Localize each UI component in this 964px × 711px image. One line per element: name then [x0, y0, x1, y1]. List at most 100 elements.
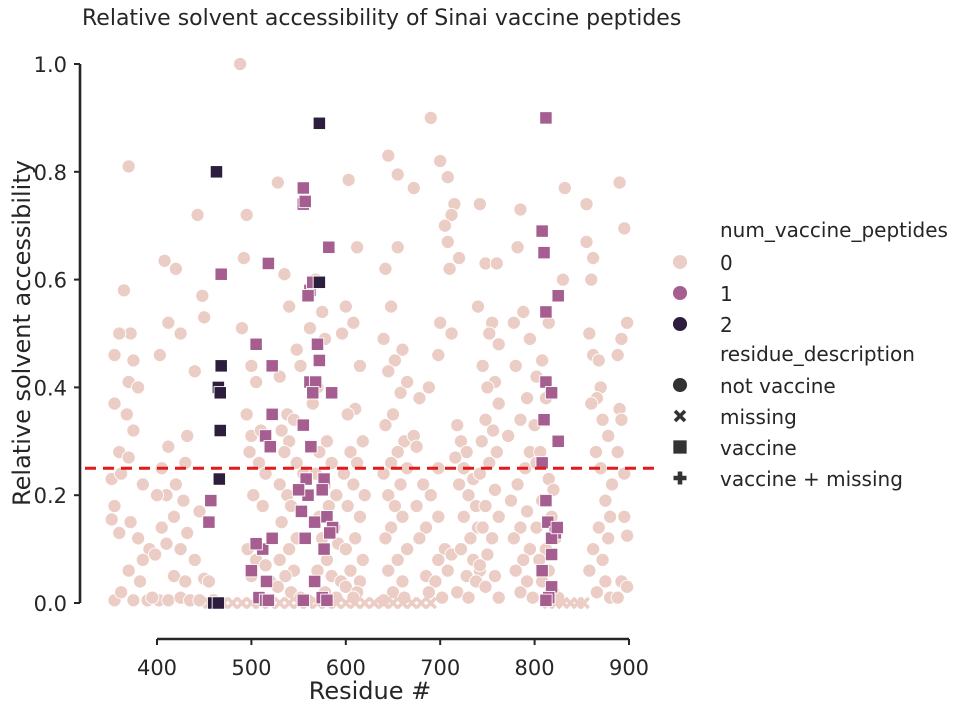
y-tick-label: 0.4 — [34, 376, 67, 400]
data-point — [435, 590, 450, 605]
data-point — [450, 585, 465, 600]
data-point — [346, 315, 361, 330]
data-point — [390, 445, 405, 460]
data-point — [409, 439, 424, 454]
data-point — [265, 531, 279, 545]
data-point — [296, 593, 310, 607]
legend-style-marker — [672, 377, 688, 393]
data-point — [482, 326, 497, 341]
data-point — [519, 504, 535, 519]
data-point — [197, 310, 212, 325]
data-point — [301, 289, 315, 303]
data-point — [586, 542, 601, 557]
data-point — [472, 197, 487, 212]
data-point — [409, 498, 424, 514]
data-point — [340, 498, 355, 514]
data-point — [620, 528, 635, 543]
data-point — [584, 396, 599, 411]
data-point — [601, 531, 616, 546]
data-point — [603, 509, 618, 524]
data-point — [320, 593, 334, 607]
y-tick-label: 0.2 — [34, 484, 67, 508]
data-point — [385, 585, 401, 600]
data-point — [485, 531, 500, 546]
data-point — [166, 509, 182, 524]
data-point — [304, 440, 318, 454]
data-point — [378, 418, 393, 433]
data-point — [195, 288, 210, 303]
data-point — [307, 515, 322, 529]
data-point — [322, 240, 336, 254]
data-point — [310, 337, 325, 351]
data-point — [265, 407, 279, 421]
data-point — [431, 552, 446, 567]
data-point — [516, 552, 531, 567]
data-point — [324, 455, 339, 470]
data-point — [385, 407, 401, 422]
data-point — [539, 305, 553, 319]
data-point — [387, 498, 402, 514]
data-point — [312, 116, 327, 130]
data-point — [211, 596, 226, 610]
data-point — [346, 477, 361, 492]
data-point — [112, 326, 127, 341]
data-point — [378, 261, 393, 276]
data-point — [202, 515, 216, 529]
data-point — [161, 315, 176, 330]
data-point — [395, 509, 410, 524]
data-point — [440, 170, 455, 185]
data-point — [595, 552, 610, 567]
data-point — [126, 423, 141, 438]
data-point — [261, 256, 276, 271]
data-point — [381, 563, 396, 578]
data-point — [121, 563, 136, 578]
data-point — [107, 396, 122, 411]
data-point — [617, 509, 632, 524]
data-point — [192, 504, 207, 519]
data-point — [178, 574, 193, 589]
data-point — [213, 386, 227, 400]
data-point — [390, 167, 405, 182]
data-point — [277, 445, 292, 460]
data-point — [614, 412, 629, 427]
data-point — [148, 547, 163, 562]
data-point — [480, 547, 495, 562]
data-point — [126, 593, 141, 608]
legend-style-label: vaccine — [720, 436, 797, 460]
data-point — [456, 509, 471, 524]
data-point — [236, 250, 251, 266]
data-point — [604, 477, 620, 492]
data-point — [348, 531, 363, 546]
data-point — [519, 574, 535, 589]
data-point — [214, 267, 228, 281]
x-tick-label: 400 — [137, 656, 177, 680]
data-point — [270, 175, 285, 190]
legend-style-label: vaccine + missing — [720, 467, 903, 491]
data-point — [431, 509, 446, 524]
data-point — [487, 569, 503, 584]
data-point — [121, 159, 136, 174]
legend-hue-marker — [672, 316, 688, 332]
data-point — [480, 380, 495, 395]
data-point — [491, 509, 506, 524]
data-point — [478, 579, 493, 594]
legend-style-title: residue_description — [720, 342, 915, 366]
data-point — [577, 596, 590, 610]
data-point — [579, 197, 594, 212]
data-point — [239, 407, 254, 422]
data-point — [180, 428, 195, 443]
data-point — [187, 364, 202, 379]
legend-style-marker — [673, 440, 687, 454]
data-point — [525, 590, 540, 605]
data-point — [508, 563, 523, 578]
data-point — [154, 520, 169, 535]
data-point — [513, 585, 528, 600]
data-point — [539, 111, 553, 125]
data-point — [213, 423, 227, 438]
data-point — [440, 234, 455, 249]
data-point — [323, 526, 337, 540]
data-point — [491, 396, 506, 411]
data-point — [381, 148, 396, 163]
data-point — [338, 542, 353, 557]
